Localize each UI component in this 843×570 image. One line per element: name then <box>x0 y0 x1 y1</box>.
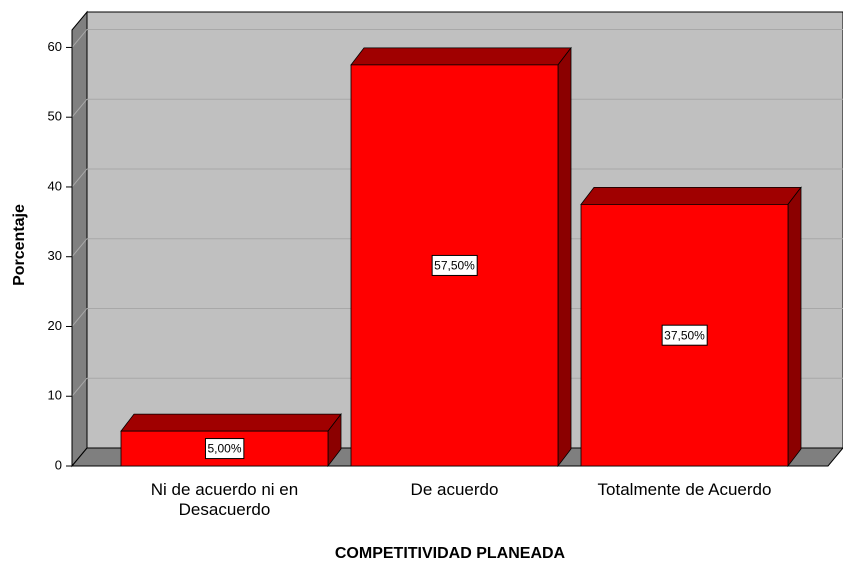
x-tick-label: Totalmente de Acuerdo <box>597 480 772 499</box>
bar-side <box>557 46 572 468</box>
value-label-box <box>204 438 245 460</box>
bar-top <box>350 47 572 66</box>
x-axis-label: COMPETITIVIDAD PLANEADA <box>335 545 566 562</box>
x-tick-label: Ni de acuerdo ni en Desacuerdo <box>150 480 299 519</box>
value-label: 37,50% <box>664 328 705 342</box>
bar-top <box>580 186 802 205</box>
y-tick-label: 0 <box>55 457 62 472</box>
grid-line <box>71 238 88 258</box>
x-tick-label: De acuerdo <box>410 480 499 499</box>
value-label-box <box>431 254 478 276</box>
grid-line <box>71 308 88 327</box>
bar-top <box>120 413 342 432</box>
y-tick-label: 10 <box>48 388 62 403</box>
value-label-box <box>661 324 708 346</box>
grid-line <box>71 98 88 118</box>
y-tick-label: 30 <box>48 248 62 263</box>
grid-line <box>71 29 88 48</box>
value-label: 5,00% <box>207 442 241 456</box>
y-tick-label: 50 <box>48 109 62 124</box>
value-label: 57,50% <box>434 259 475 273</box>
grid-line <box>71 377 88 397</box>
bar-side <box>787 186 802 468</box>
y-tick-label: 60 <box>48 39 62 54</box>
side-wall <box>71 10 88 468</box>
y-axis-label: Porcentaje <box>11 204 28 286</box>
grid-line <box>71 168 88 188</box>
y-tick-label: 20 <box>48 318 62 333</box>
y-tick-label: 40 <box>48 178 62 193</box>
